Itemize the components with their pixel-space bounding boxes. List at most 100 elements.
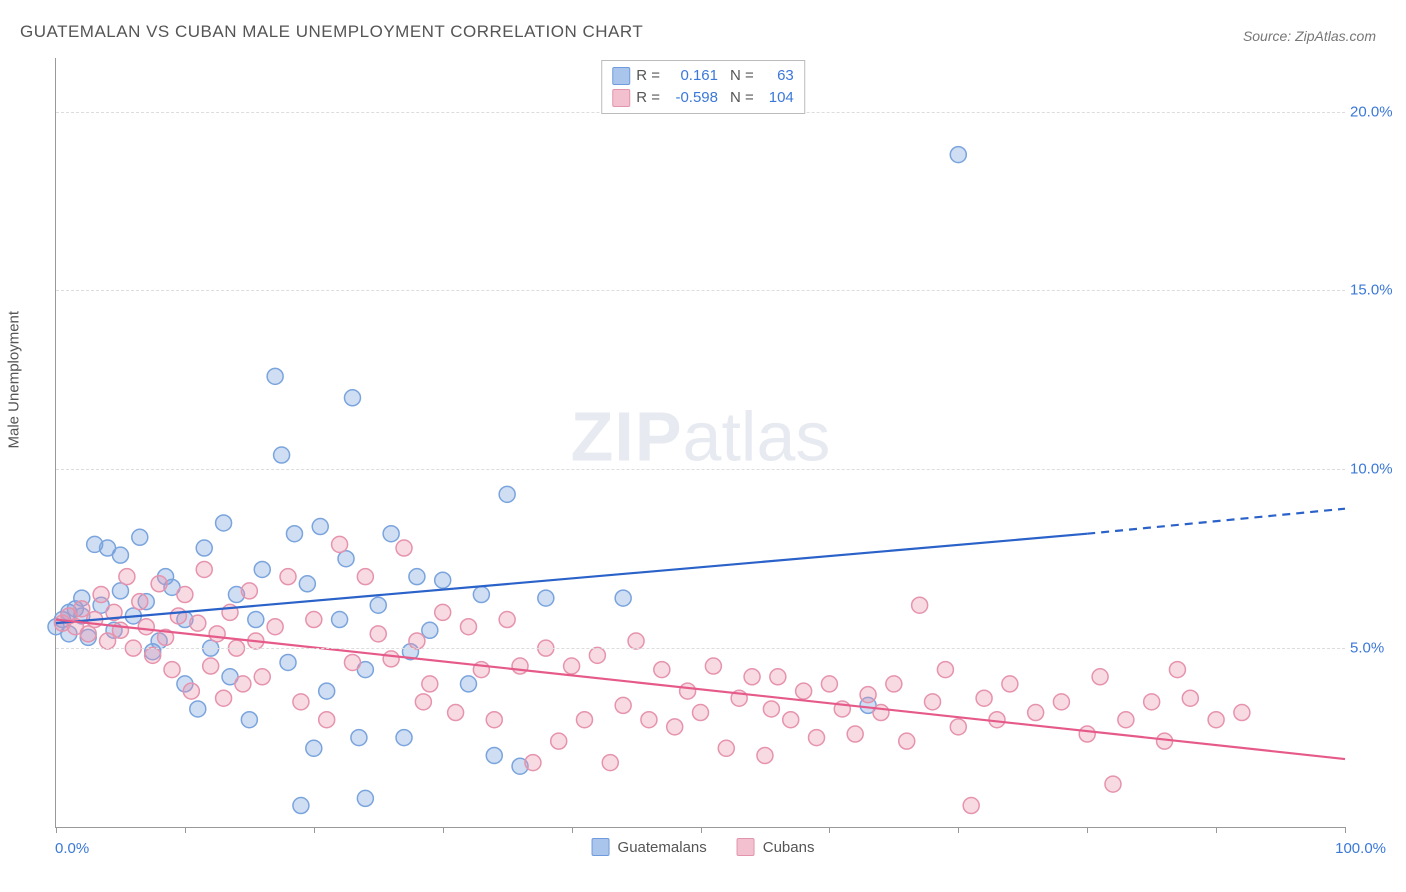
data-point	[460, 619, 476, 635]
data-point	[486, 747, 502, 763]
legend-label-b: Cubans	[763, 839, 815, 856]
data-point	[112, 622, 128, 638]
data-point	[306, 740, 322, 756]
data-point	[383, 651, 399, 667]
data-point	[589, 647, 605, 663]
x-tick	[314, 827, 315, 833]
data-point	[312, 519, 328, 535]
x-tick	[958, 827, 959, 833]
data-point	[132, 529, 148, 545]
data-point	[344, 390, 360, 406]
y-tick-label: 10.0%	[1350, 461, 1400, 478]
data-point	[74, 601, 90, 617]
grid-line	[56, 290, 1345, 291]
data-point	[332, 612, 348, 628]
x-tick	[701, 827, 702, 833]
data-point	[667, 719, 683, 735]
source-credit: Source: ZipAtlas.com	[1243, 28, 1376, 44]
data-point	[950, 147, 966, 163]
data-point	[132, 594, 148, 610]
stat-N-b: 104	[760, 87, 794, 109]
y-axis-title: Male Unemployment	[6, 311, 23, 449]
data-point	[1002, 676, 1018, 692]
data-point	[177, 587, 193, 603]
data-point	[357, 569, 373, 585]
data-point	[100, 633, 116, 649]
x-tick	[572, 827, 573, 833]
data-point	[216, 515, 232, 531]
data-point	[615, 590, 631, 606]
y-tick-label: 20.0%	[1350, 103, 1400, 120]
stat-R-label: R =	[636, 65, 660, 87]
data-point	[847, 726, 863, 742]
data-point	[628, 633, 644, 649]
stat-N-a: 63	[760, 65, 794, 87]
data-point	[138, 619, 154, 635]
grid-line	[56, 469, 1345, 470]
stat-R-label2: R =	[636, 87, 660, 109]
data-point	[203, 658, 219, 674]
data-point	[705, 658, 721, 674]
stat-N-label: N =	[730, 65, 754, 87]
data-point	[435, 572, 451, 588]
data-point	[763, 701, 779, 717]
data-point	[357, 790, 373, 806]
data-point	[93, 587, 109, 603]
data-point	[1208, 712, 1224, 728]
legend-swatch-a	[592, 838, 610, 856]
data-point	[551, 733, 567, 749]
data-point	[267, 619, 283, 635]
data-point	[499, 486, 515, 502]
data-point	[486, 712, 502, 728]
data-point	[448, 705, 464, 721]
data-point	[1144, 694, 1160, 710]
data-point	[248, 612, 264, 628]
data-point	[821, 676, 837, 692]
x-tick	[1345, 827, 1346, 833]
data-point	[912, 597, 928, 613]
data-point	[641, 712, 657, 728]
stats-row-a: R = 0.161 N = 63	[612, 65, 794, 87]
data-point	[370, 626, 386, 642]
data-point	[280, 654, 296, 670]
data-point	[1234, 705, 1250, 721]
data-point	[190, 615, 206, 631]
data-point	[170, 608, 186, 624]
chart-svg	[56, 58, 1345, 827]
data-point	[1053, 694, 1069, 710]
data-point	[409, 633, 425, 649]
data-point	[112, 547, 128, 563]
data-point	[422, 622, 438, 638]
x-max-label: 100.0%	[1335, 840, 1386, 857]
data-point	[1118, 712, 1134, 728]
data-point	[396, 540, 412, 556]
data-point	[209, 626, 225, 642]
data-point	[299, 576, 315, 592]
data-point	[216, 690, 232, 706]
data-point	[886, 676, 902, 692]
series-a-swatch	[612, 67, 630, 85]
data-point	[274, 447, 290, 463]
stat-N-label2: N =	[730, 87, 754, 109]
legend-item-a: Guatemalans	[592, 838, 707, 856]
data-point	[286, 526, 302, 542]
stats-box: R = 0.161 N = 63 R = -0.598 N = 104	[601, 60, 805, 114]
data-point	[254, 669, 270, 685]
data-point	[164, 662, 180, 678]
data-point	[254, 561, 270, 577]
data-point	[873, 705, 889, 721]
data-point	[718, 740, 734, 756]
data-point	[460, 676, 476, 692]
grid-line	[56, 648, 1345, 649]
chart-title: GUATEMALAN VS CUBAN MALE UNEMPLOYMENT CO…	[20, 22, 643, 42]
trend-line-dash	[1087, 509, 1345, 534]
data-point	[538, 590, 554, 606]
data-point	[422, 676, 438, 692]
data-point	[190, 701, 206, 717]
data-point	[351, 730, 367, 746]
data-point	[332, 536, 348, 552]
data-point	[267, 368, 283, 384]
data-point	[976, 690, 992, 706]
x-tick	[443, 827, 444, 833]
data-point	[1169, 662, 1185, 678]
